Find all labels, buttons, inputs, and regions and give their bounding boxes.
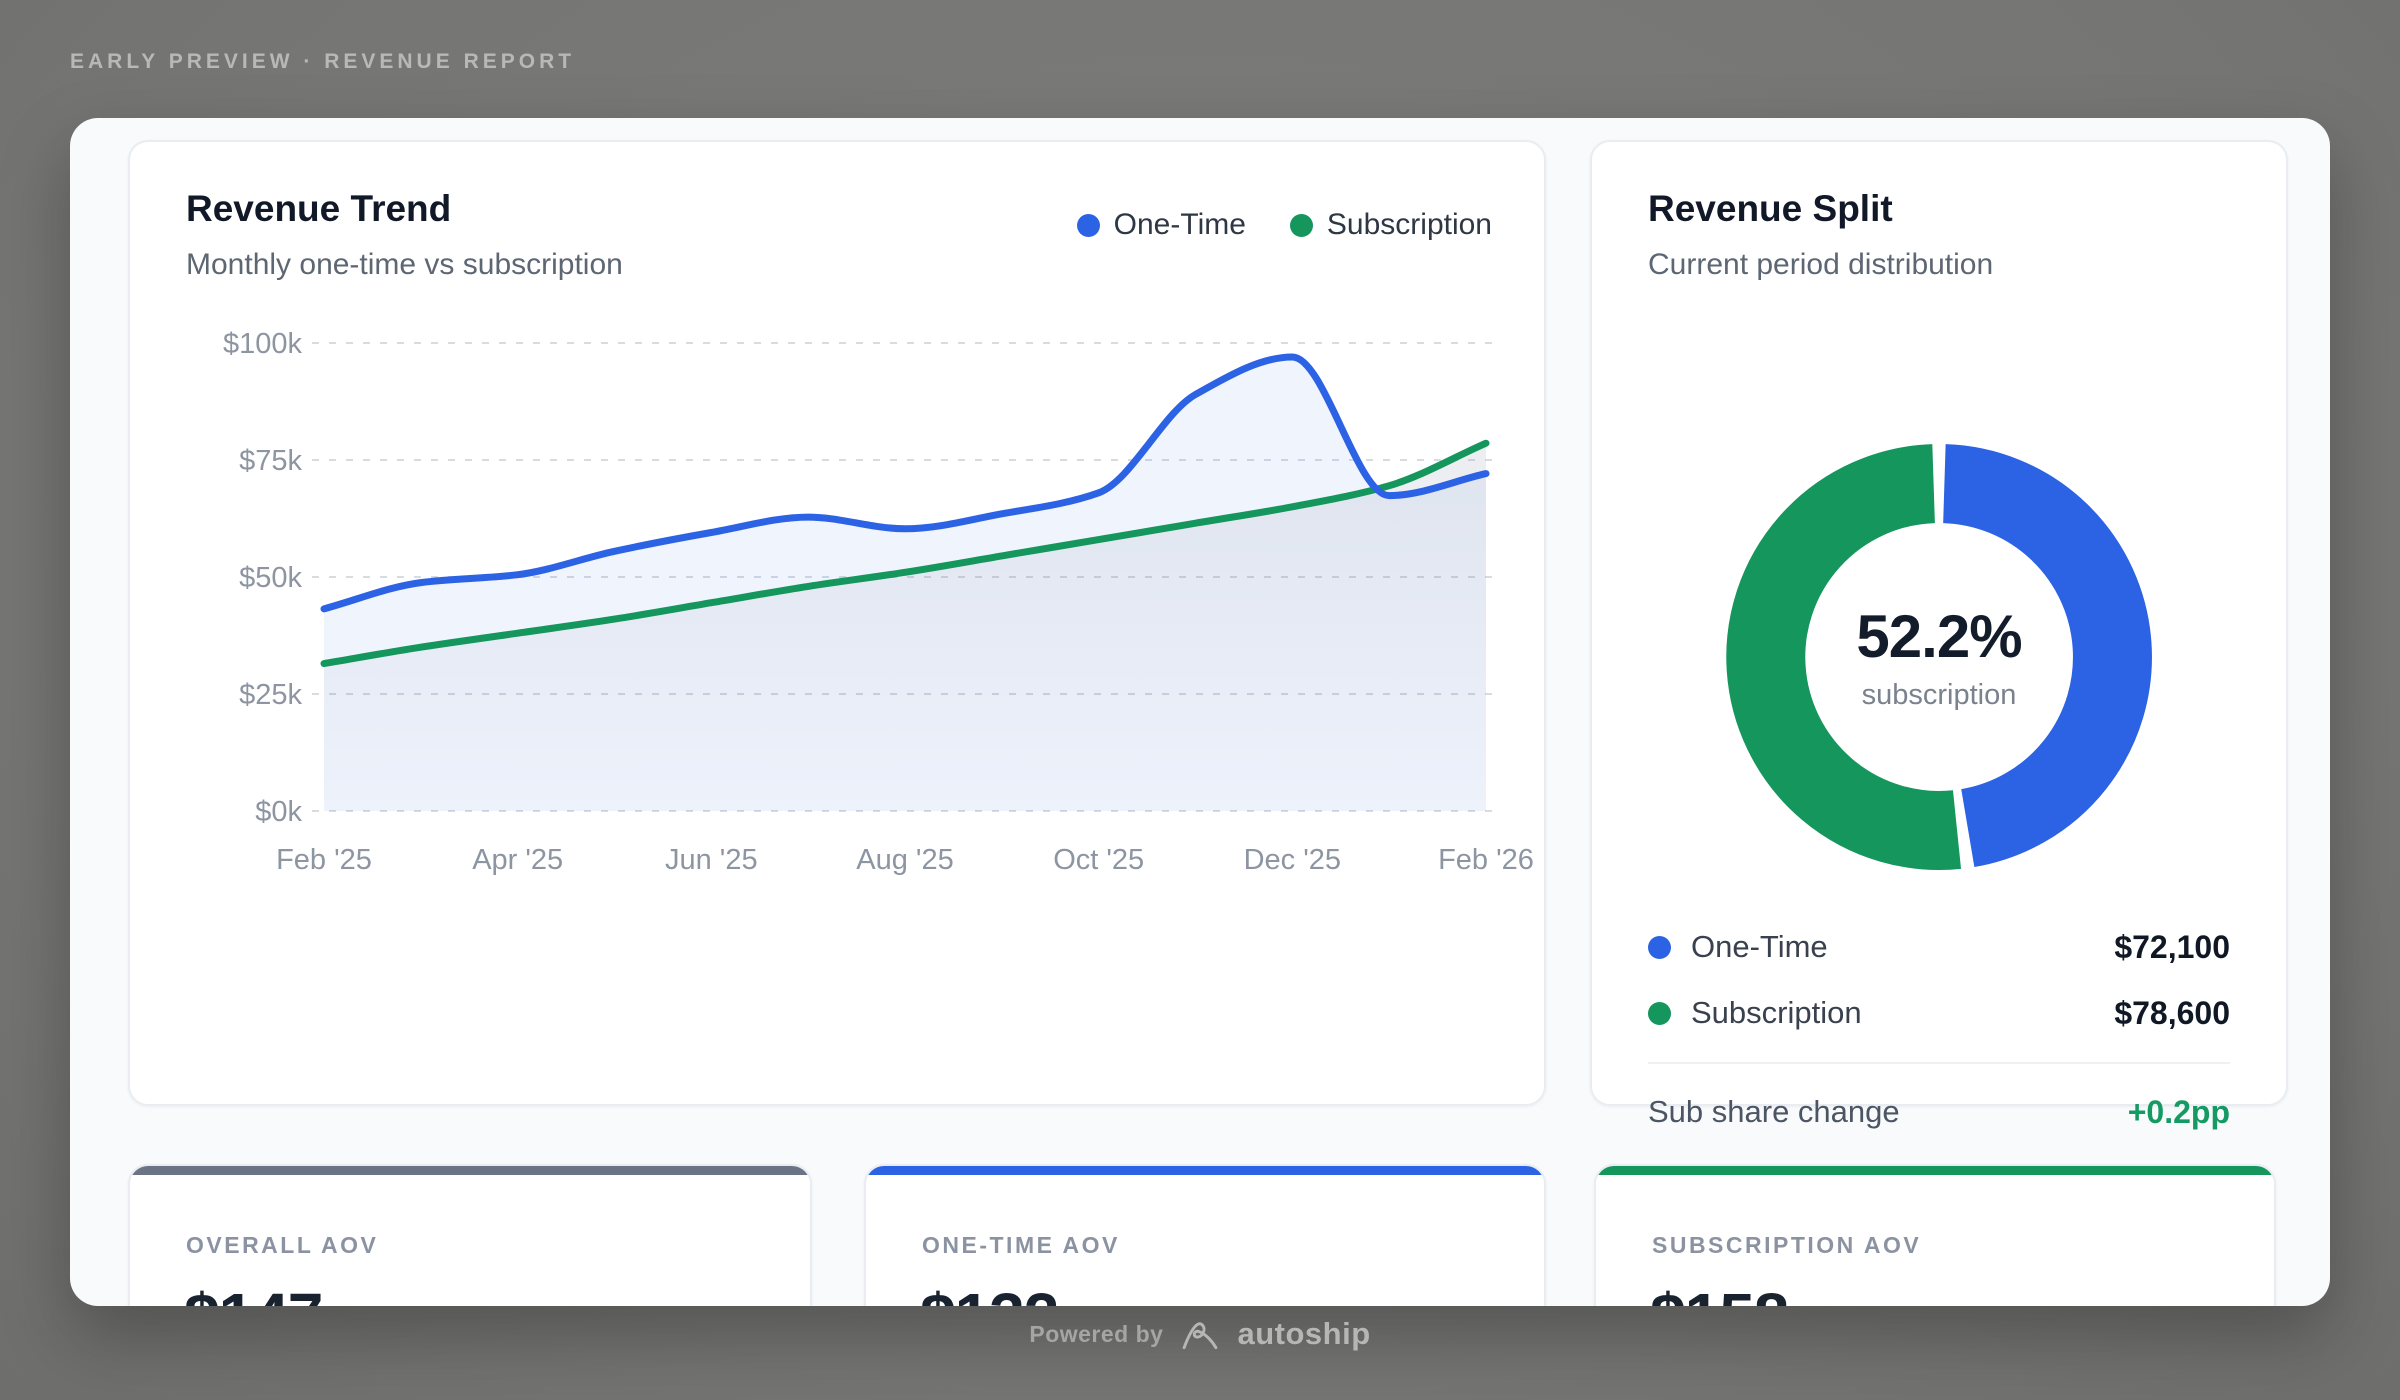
svg-text:$25k: $25k (239, 679, 302, 711)
revenue-trend-chart: $0k $25k $50k $75k $100k Feb '25 Apr '25 Jun '2… (223, 328, 1534, 876)
revenue-trend-title: Revenue Trend (186, 188, 452, 229)
kpi-accent-bar (866, 1166, 1544, 1175)
split-one-time-value: $72,100 (2114, 928, 2230, 965)
svg-text:$100k: $100k (223, 328, 303, 360)
revenue-split-donut: 52.2% subscription (1724, 442, 2154, 872)
svg-text:Feb '25: Feb '25 (276, 844, 372, 876)
split-legend: One-Time $72,100 Subscription $78,600 Su… (1648, 914, 2230, 1140)
revenue-split-titleblock: Revenue Split Current period distributio… (1648, 188, 1993, 282)
split-row-one-time: One-Time $72,100 (1648, 914, 2230, 980)
kpi-subscription-aov-label: SUBSCRIPTION AOV (1652, 1232, 1922, 1258)
sub-share-change-value: +0.2pp (2127, 1093, 2230, 1130)
kpi-card-one-time-aov: ONE-TIME AOV $132 (864, 1164, 1546, 1306)
sub-share-change-label: Sub share change (1648, 1094, 1900, 1129)
svg-text:$0k: $0k (255, 796, 302, 828)
revenue-split-subtitle: Current period distribution (1648, 248, 1994, 281)
subscription-dot-icon (1648, 1001, 1671, 1025)
kpi-one-time-aov-label: ONE-TIME AOV (922, 1232, 1120, 1258)
revenue-trend-card: $0k $25k $50k $75k $100k Feb '25 Apr '25 Jun '2… (128, 140, 1546, 1106)
sub-share-change-row: Sub share change +0.2pp (1648, 1084, 2230, 1140)
kpi-card-overall-aov: OVERALL AOV $147 (128, 1164, 812, 1306)
report-container: $0k $25k $50k $75k $100k Feb '25 Apr '25 Jun '2… (70, 118, 2330, 1306)
svg-text:Aug '25: Aug '25 (856, 844, 953, 876)
subscription-dot-icon (1289, 213, 1313, 237)
page-title: EARLY PREVIEW · REVENUE REPORT (70, 50, 576, 73)
kpi-overall-aov-value: $147 (184, 1279, 810, 1306)
trend-legend-one-time: One-Time (1076, 208, 1246, 242)
footer: Powered by autoship (0, 1316, 2400, 1352)
one-time-dot-icon (1076, 213, 1100, 237)
svg-text:Apr '25: Apr '25 (472, 844, 563, 876)
svg-text:$75k: $75k (239, 445, 302, 477)
trend-legend-one-time-label: One-Time (1113, 208, 1246, 241)
svg-text:Dec '25: Dec '25 (1244, 844, 1341, 876)
kpi-accent-bar (1596, 1166, 2274, 1175)
trend-legend-subscription-label: Subscription (1326, 208, 1492, 241)
svg-text:Feb '26: Feb '26 (1438, 844, 1534, 876)
kpi-card-subscription-aov: SUBSCRIPTION AOV $158 (1594, 1164, 2276, 1306)
svg-text:Oct '25: Oct '25 (1053, 844, 1144, 876)
autoship-brand-text: autoship (1237, 1316, 1371, 1351)
split-row-subscription: Subscription $78,600 (1648, 980, 2230, 1046)
split-one-time-label: One-Time (1691, 929, 1828, 964)
kpi-overall-aov-label: OVERALL AOV (186, 1232, 379, 1258)
kpi-accent-bar (130, 1166, 810, 1175)
svg-text:Jun '25: Jun '25 (665, 844, 758, 876)
kpi-one-time-aov-value: $132 (920, 1279, 1544, 1306)
revenue-split-title: Revenue Split (1648, 188, 1893, 229)
revenue-trend-titleblock: Revenue Trend Monthly one-time vs subscr… (186, 188, 623, 282)
one-time-dot-icon (1648, 935, 1671, 959)
revenue-split-card: Revenue Split Current period distributio… (1590, 140, 2288, 1130)
split-subscription-label: Subscription (1691, 995, 1862, 1030)
autoship-logo-icon (1183, 1322, 1218, 1350)
svg-text:$50k: $50k (239, 562, 302, 594)
split-subscription-value: $78,600 (2114, 994, 2230, 1031)
trend-legend-subscription: Subscription (1289, 208, 1492, 242)
kpi-subscription-aov-value: $158 (1650, 1279, 2274, 1306)
trend-legend: One-Time Subscription (1076, 208, 1492, 242)
powered-by-text: Powered by (1029, 1320, 1164, 1347)
revenue-trend-subtitle: Monthly one-time vs subscription (186, 248, 623, 281)
donut-chart (1726, 444, 2152, 870)
split-divider (1648, 1062, 2230, 1064)
